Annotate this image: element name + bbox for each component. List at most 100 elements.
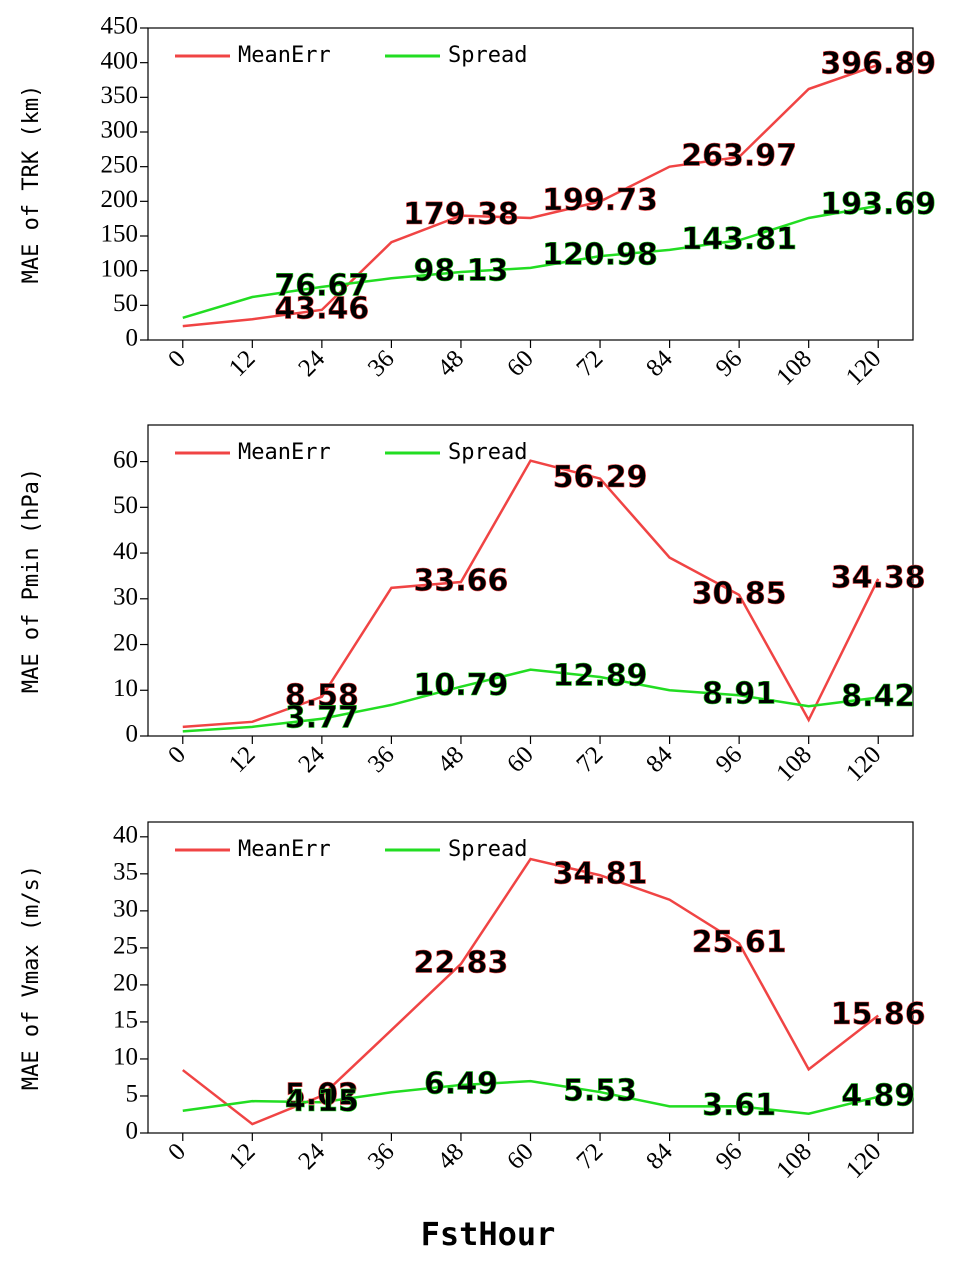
series-line	[182, 459, 880, 729]
y-tick-label: 350	[101, 82, 139, 109]
y-tick-label: 400	[101, 47, 139, 74]
legend-label: Spread	[448, 440, 527, 465]
value-label: 5.53	[563, 1074, 637, 1109]
y-tick-label: 40	[113, 822, 138, 849]
value-label: 30.85	[692, 576, 787, 611]
x-tick-label: 24	[293, 345, 330, 382]
y-tick-label: 30	[113, 584, 138, 611]
series-line	[182, 63, 879, 328]
x-tick-label: 0	[163, 741, 191, 769]
value-label: 4.89	[841, 1078, 915, 1113]
value-label: 143.81	[681, 222, 797, 257]
value-label: 34.81	[553, 857, 648, 892]
value-label: 5.02	[285, 1077, 359, 1112]
value-label: 263.97	[681, 138, 797, 173]
x-tick-label: 60	[502, 741, 539, 778]
x-tick-label: 0	[163, 345, 191, 373]
y-tick-label: 100	[101, 255, 139, 282]
x-tick-label: 96	[711, 345, 748, 382]
value-label: 15.86	[831, 997, 926, 1032]
x-tick-label: 120	[841, 345, 887, 391]
y-tick-label: 150	[101, 221, 139, 248]
x-tick-label: 24	[293, 741, 330, 778]
legend-label: MeanErr	[238, 837, 331, 862]
plot-frame	[147, 821, 914, 1134]
x-tick-label: 48	[432, 741, 469, 778]
y-tick-label: 20	[113, 629, 138, 656]
y-tick-label: 25	[113, 933, 138, 960]
legend-label: Spread	[448, 43, 527, 68]
value-label: 8.58	[285, 678, 359, 713]
value-label: 4.15	[285, 1084, 359, 1119]
y-tick-label: 5	[126, 1081, 139, 1108]
value-label: 12.89	[553, 659, 648, 694]
x-tick-label: 72	[572, 1138, 609, 1175]
y-tick-label: 50	[113, 492, 138, 519]
y-tick-label: 0	[126, 325, 139, 352]
x-tick-label: 12	[224, 345, 261, 382]
y-axis-label: MAE of TRK (km)	[19, 85, 44, 284]
x-tick-label: 36	[363, 741, 400, 778]
x-tick-label: 0	[163, 1138, 191, 1166]
y-tick-label: 30	[113, 896, 138, 923]
value-label: 10.79	[414, 668, 509, 703]
value-label: 179.38	[403, 197, 519, 232]
y-tick-label: 200	[101, 186, 139, 213]
x-tick-label: 24	[293, 1138, 330, 1175]
x-tick-label: 120	[841, 741, 887, 787]
value-label: 34.38	[831, 560, 926, 595]
value-label: 8.42	[841, 679, 915, 714]
x-tick-label: 120	[841, 1138, 887, 1184]
x-tick-label: 84	[641, 741, 678, 778]
x-tick-label: 84	[641, 345, 678, 382]
x-tick-label: 72	[572, 741, 609, 778]
x-tick-label: 36	[363, 345, 400, 382]
x-tick-label: 96	[711, 741, 748, 778]
y-tick-label: 40	[113, 538, 138, 565]
x-tick-label: 12	[224, 1138, 261, 1175]
series-line	[182, 857, 879, 1126]
x-tick-label: 108	[771, 345, 817, 391]
value-label: 98.13	[414, 253, 509, 288]
legend-label: Spread	[448, 837, 527, 862]
value-label: 396.89	[820, 46, 936, 81]
y-tick-label: 50	[113, 290, 138, 317]
legend-label: MeanErr	[238, 43, 331, 68]
value-label: 120.98	[542, 238, 658, 273]
x-tick-label: 48	[432, 345, 469, 382]
y-tick-label: 0	[126, 1118, 139, 1145]
value-label: 22.83	[414, 945, 509, 980]
plot-frame	[147, 424, 914, 737]
value-label: 6.49	[424, 1066, 498, 1101]
x-axis-label: FstHour	[421, 1215, 556, 1253]
y-tick-label: 60	[113, 446, 138, 473]
y-tick-label: 10	[113, 675, 138, 702]
y-tick-label: 10	[113, 1044, 138, 1071]
y-axis-label: MAE of Pmin (hPa)	[19, 468, 44, 693]
y-axis-label: MAE of Vmax (m/s)	[19, 865, 44, 1090]
value-label: 8.91	[702, 677, 776, 712]
legend-label: MeanErr	[238, 440, 331, 465]
value-label: 56.29	[553, 460, 648, 495]
series-line	[182, 668, 879, 733]
plot-frame	[147, 27, 914, 341]
value-label: 199.73	[542, 183, 658, 218]
value-label: 3.61	[702, 1088, 776, 1123]
series-line	[182, 204, 879, 320]
value-label: 43.46	[274, 291, 369, 326]
y-tick-label: 300	[101, 117, 139, 144]
value-label: 76.67	[274, 268, 369, 303]
x-tick-label: 36	[363, 1138, 400, 1175]
x-tick-label: 84	[641, 1138, 678, 1175]
y-tick-label: 250	[101, 151, 139, 178]
y-tick-label: 35	[113, 859, 138, 886]
x-tick-label: 12	[224, 741, 261, 778]
x-tick-label: 72	[572, 345, 609, 382]
value-label: 33.66	[414, 564, 509, 599]
y-tick-label: 450	[101, 13, 139, 40]
x-tick-label: 48	[432, 1138, 469, 1175]
y-tick-label: 20	[113, 970, 138, 997]
x-tick-label: 60	[502, 1138, 539, 1175]
x-tick-label: 108	[771, 741, 817, 787]
